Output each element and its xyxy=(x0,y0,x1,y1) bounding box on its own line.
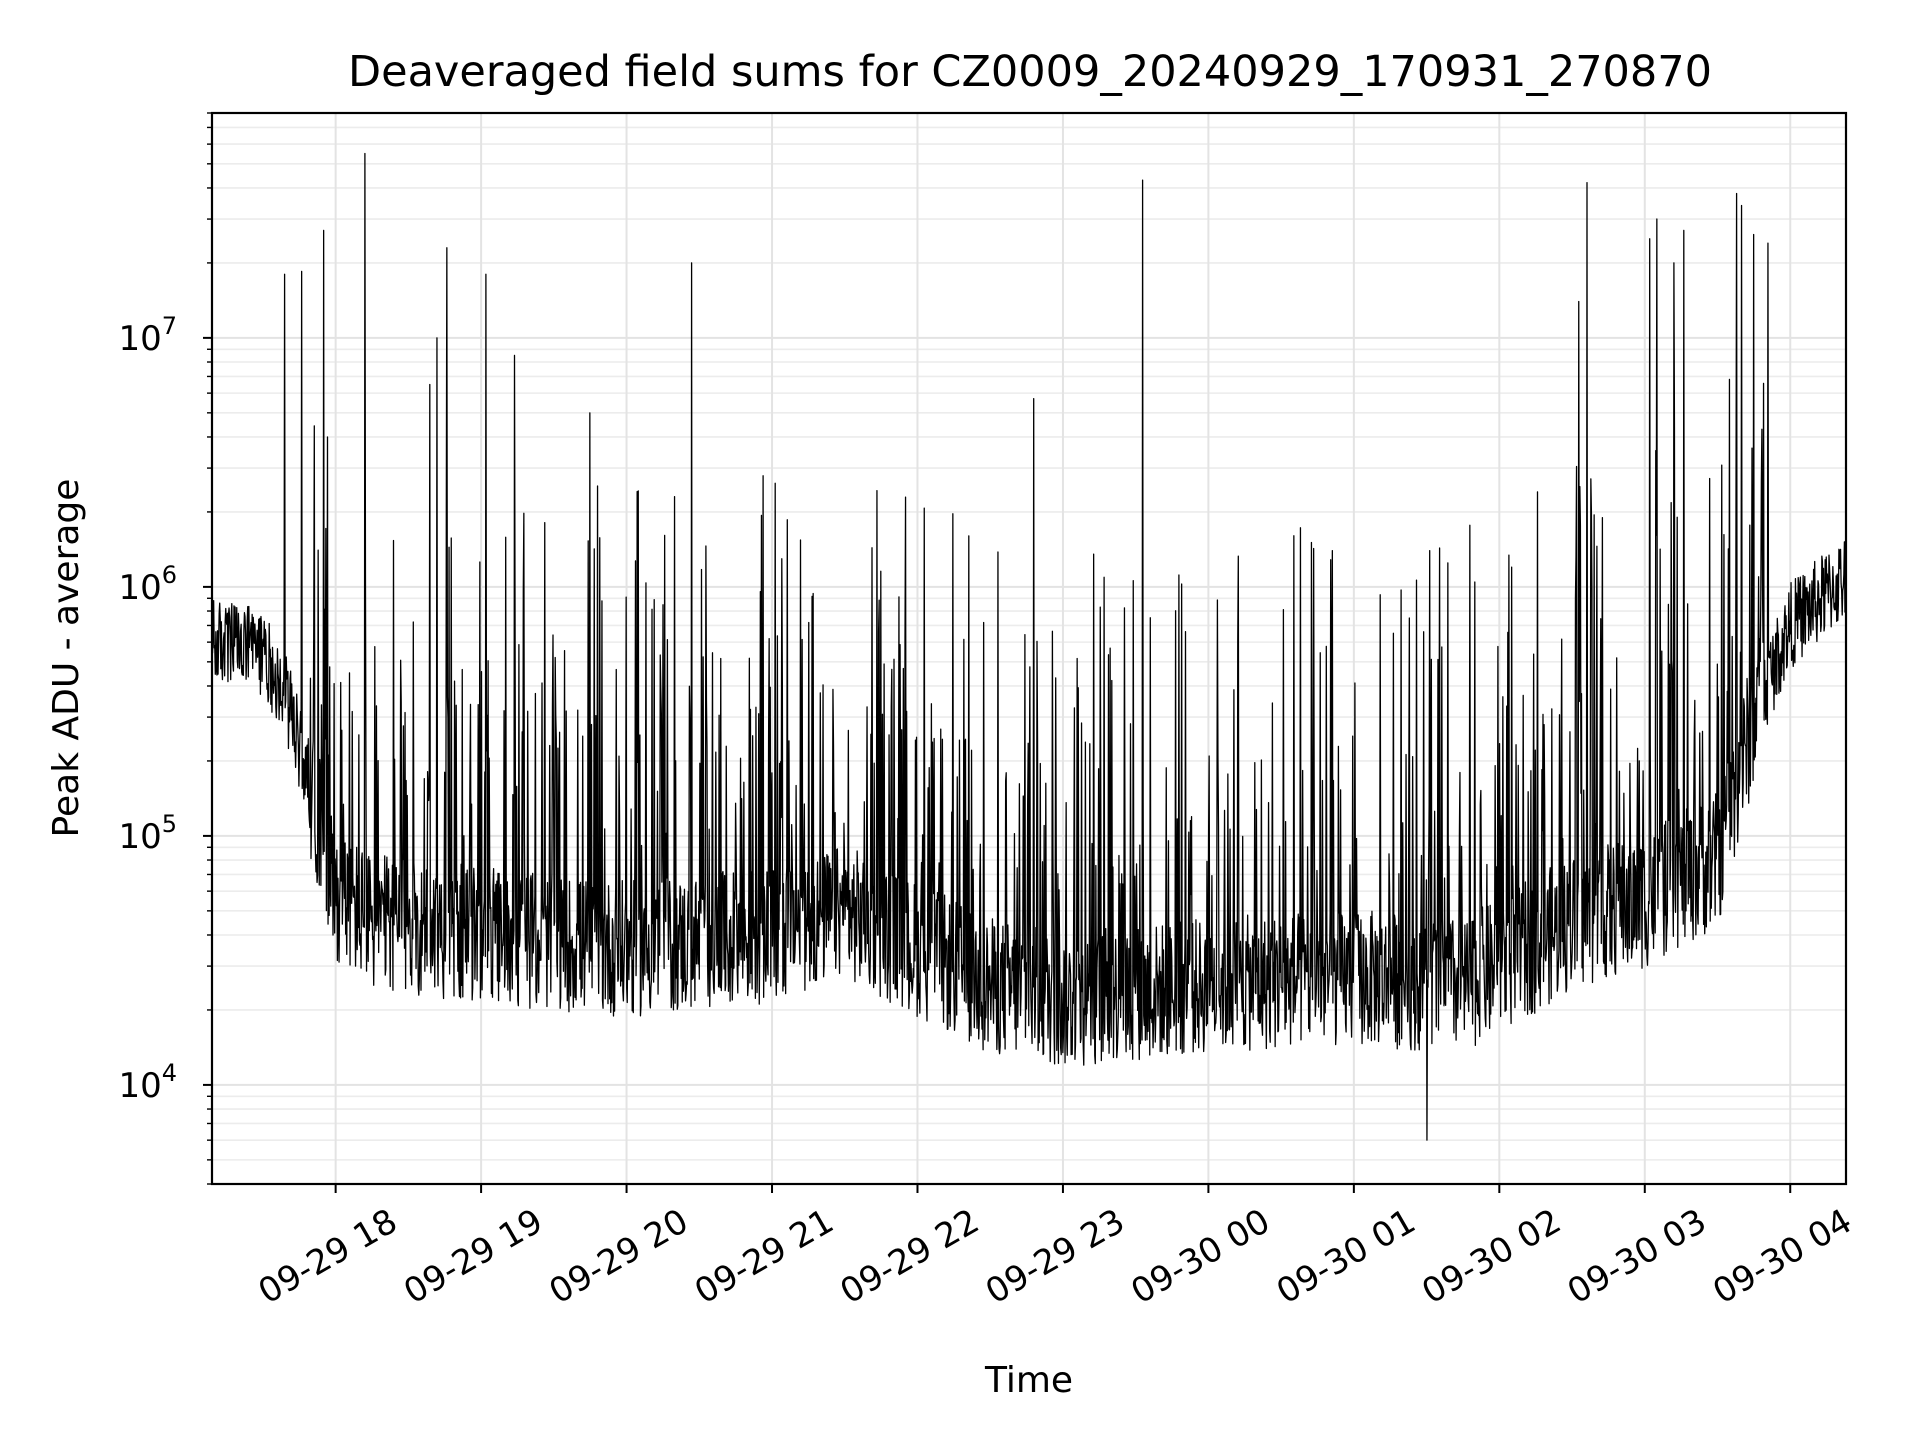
series-line xyxy=(211,152,1847,1141)
plot-frame xyxy=(210,111,1848,1186)
y-tick-label: 105 xyxy=(118,810,177,857)
y-tick-label-exponent: 5 xyxy=(162,810,177,838)
y-axis-label: Peak ADU - average xyxy=(46,479,87,838)
y-tick-label-exponent: 6 xyxy=(162,561,177,589)
y-tick-label-exponent: 4 xyxy=(162,1059,177,1087)
chart-title: Deaveraged field sums for CZ0009_2024092… xyxy=(348,47,1712,97)
y-tick-label-base: 10 xyxy=(118,1066,161,1106)
plot-area xyxy=(211,152,1847,1141)
y-tick-label-exponent: 7 xyxy=(162,312,177,340)
y-tick-label: 104 xyxy=(118,1059,177,1106)
y-tick-label-base: 10 xyxy=(118,817,161,857)
y-tick-label: 107 xyxy=(118,312,177,359)
x-axis-label: Time xyxy=(984,1360,1073,1401)
y-tick-label-base: 10 xyxy=(118,319,161,359)
y-tick-label: 106 xyxy=(118,561,177,608)
y-tick-label-base: 10 xyxy=(118,568,161,608)
